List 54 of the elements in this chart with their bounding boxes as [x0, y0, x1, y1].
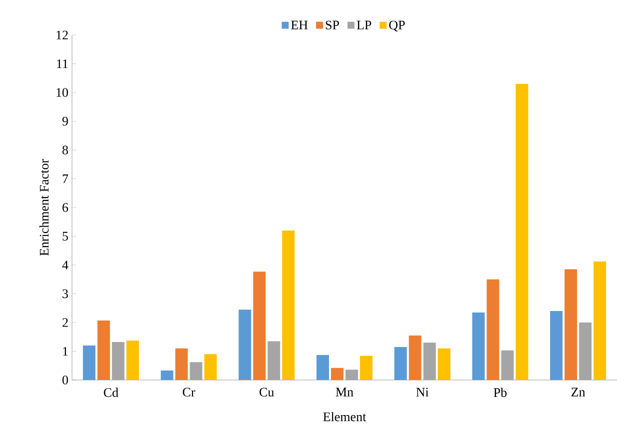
bar — [253, 272, 266, 380]
bar — [346, 370, 358, 380]
y-tick-label: 12 — [56, 30, 68, 40]
bar — [423, 342, 436, 380]
y-tick-label: 7 — [62, 174, 68, 184]
bar — [175, 348, 188, 380]
y-tick-label: 11 — [57, 59, 68, 68]
x-tick-label: Ni — [416, 388, 429, 396]
bar — [594, 262, 606, 380]
x-tick-label: Mn — [336, 388, 354, 396]
bar — [579, 322, 592, 380]
bar — [394, 346, 407, 380]
y-axis-title: Enrichment Factor — [39, 159, 49, 256]
bar — [472, 312, 485, 380]
bar — [190, 362, 202, 380]
bar — [268, 341, 280, 380]
bar — [112, 342, 124, 380]
bar — [97, 320, 110, 380]
y-tick-label: 10 — [56, 88, 68, 97]
bar — [550, 311, 563, 380]
bar — [160, 370, 174, 380]
legend-label: SP — [326, 20, 339, 30]
y-tick-label: 1 — [63, 346, 68, 356]
bar — [486, 279, 500, 380]
bar — [501, 350, 514, 380]
bar — [204, 354, 217, 380]
bar — [360, 356, 372, 380]
bar — [408, 335, 422, 380]
bar — [238, 310, 252, 380]
bar — [564, 269, 578, 380]
x-tick-label: Pb — [494, 388, 507, 397]
x-tick-label: Cr — [182, 388, 196, 397]
y-tick-label: 5 — [62, 232, 68, 241]
legend-label: QP — [389, 20, 405, 32]
bar — [126, 340, 139, 380]
legend-label: LP — [356, 20, 372, 30]
y-tick-label: 9 — [62, 116, 68, 126]
y-tick-label: 4 — [62, 260, 68, 270]
legend-label: EH — [291, 20, 308, 30]
x-tick-label: Zn — [571, 388, 586, 396]
bar — [282, 230, 295, 380]
bar — [316, 354, 329, 380]
y-tick-label: 2 — [62, 318, 68, 327]
y-tick-label: 0 — [62, 376, 68, 384]
x-axis-title: Element — [323, 412, 366, 422]
bar — [516, 84, 528, 380]
x-tick-label: Cu — [260, 388, 274, 397]
bar — [331, 368, 344, 380]
y-tick-label: 6 — [62, 203, 68, 212]
x-tick-label: Cd — [104, 388, 118, 397]
y-tick-label: 3 — [62, 289, 68, 298]
bar — [438, 348, 450, 380]
bar — [82, 346, 96, 380]
y-tick-label: 8 — [62, 146, 68, 154]
